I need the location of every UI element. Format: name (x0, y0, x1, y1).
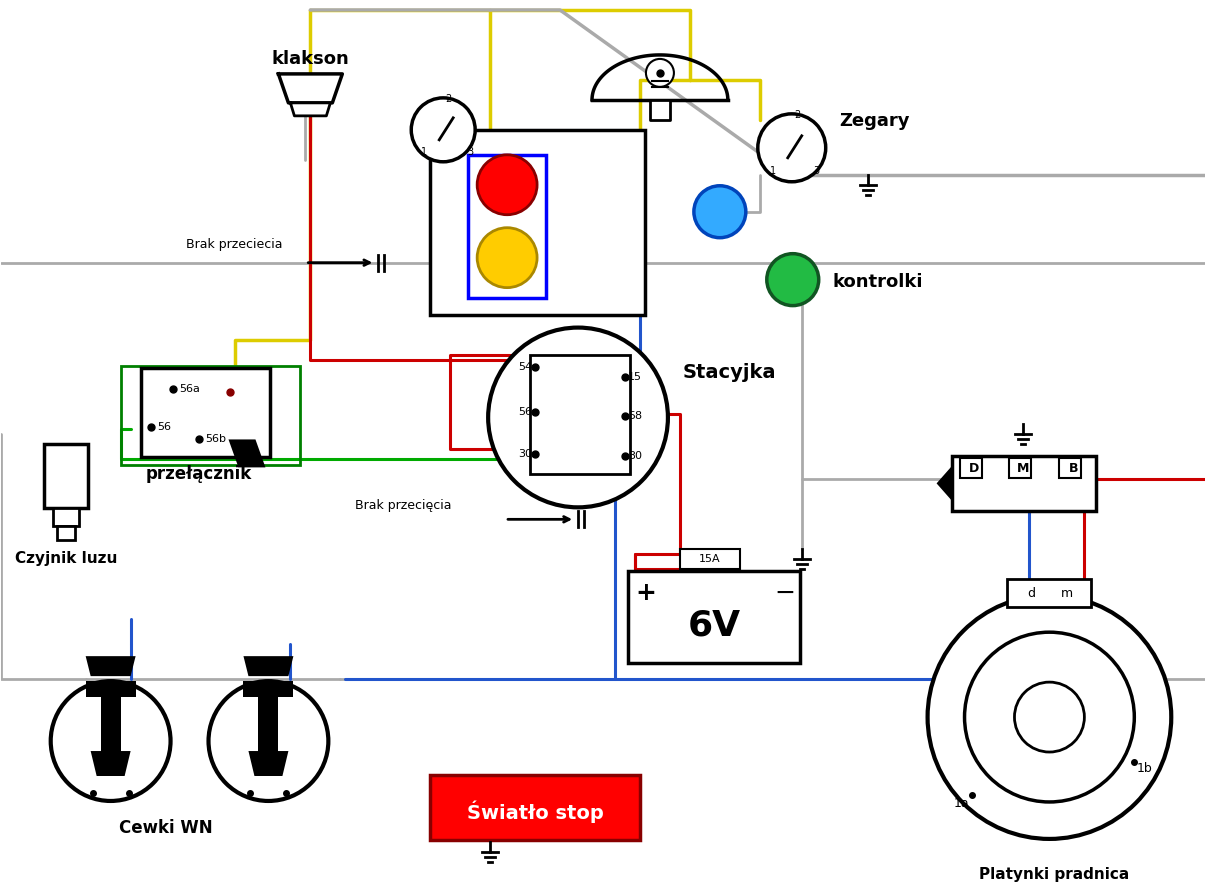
Circle shape (411, 97, 475, 162)
Circle shape (757, 114, 826, 182)
Text: Stacyjka: Stacyjka (683, 362, 777, 382)
Bar (43, 445, 88, 509)
Text: 54: 54 (517, 361, 532, 371)
Bar (141, 368, 270, 457)
Text: 58: 58 (628, 411, 642, 422)
Polygon shape (937, 466, 952, 501)
Text: m: m (1061, 587, 1073, 600)
Polygon shape (100, 697, 121, 756)
Polygon shape (90, 751, 130, 776)
Text: Cewki WN: Cewki WN (118, 819, 212, 837)
Bar (952, 456, 1096, 511)
Bar (531, 354, 630, 474)
Circle shape (478, 228, 537, 288)
Bar (680, 549, 739, 570)
Bar (960, 458, 982, 478)
Bar (53, 509, 78, 526)
Text: przełącznik: przełącznik (146, 465, 252, 484)
Text: d: d (1028, 587, 1036, 600)
Circle shape (488, 328, 668, 508)
Polygon shape (244, 657, 293, 676)
Text: klakson: klakson (271, 50, 350, 68)
Text: Brak przeciecia: Brak przeciecia (186, 237, 282, 251)
Text: Brak przecięcia: Brak przecięcia (356, 500, 452, 512)
Text: Światło stop: Światło stop (467, 801, 603, 823)
Text: 56: 56 (158, 423, 171, 432)
Text: D: D (968, 462, 978, 475)
Text: 56: 56 (519, 408, 532, 417)
Bar (1009, 458, 1031, 478)
Polygon shape (258, 697, 279, 756)
Bar (121, 366, 300, 465)
Text: 2: 2 (794, 110, 800, 120)
Text: M: M (1018, 462, 1030, 475)
Text: 2: 2 (445, 94, 451, 104)
Text: 30: 30 (628, 451, 642, 462)
Polygon shape (244, 681, 293, 697)
Bar (628, 571, 800, 663)
Text: 6V: 6V (687, 608, 740, 642)
Text: Czyjnik luzu: Czyjnik luzu (14, 551, 117, 566)
Polygon shape (291, 103, 330, 116)
Circle shape (693, 186, 745, 237)
Bar (431, 130, 645, 315)
Text: +: + (636, 581, 656, 605)
Polygon shape (279, 74, 343, 103)
Bar (1007, 579, 1091, 607)
Bar (57, 526, 75, 540)
Bar (431, 775, 640, 840)
Circle shape (767, 253, 819, 306)
Circle shape (927, 595, 1171, 839)
Text: −: − (774, 581, 795, 605)
Text: 30: 30 (519, 449, 532, 460)
Bar (1059, 458, 1082, 478)
Text: B: B (1069, 462, 1078, 475)
Text: 3: 3 (467, 147, 473, 157)
Circle shape (478, 155, 537, 214)
Circle shape (209, 681, 328, 801)
Polygon shape (650, 100, 669, 120)
Text: 1b: 1b (1136, 762, 1152, 775)
Polygon shape (248, 751, 288, 776)
Text: kontrolki: kontrolki (832, 273, 924, 291)
Circle shape (1014, 682, 1084, 752)
Text: 56a: 56a (180, 385, 200, 394)
Circle shape (51, 681, 170, 801)
Text: 1: 1 (769, 166, 775, 175)
Text: 15A: 15A (699, 555, 721, 564)
Circle shape (646, 59, 674, 87)
Text: 1a: 1a (954, 797, 970, 810)
Polygon shape (86, 657, 135, 676)
Polygon shape (86, 681, 135, 697)
Text: 15: 15 (628, 371, 642, 382)
Bar (468, 155, 546, 298)
Text: Platynki pradnica: Platynki pradnica (979, 867, 1130, 882)
Polygon shape (228, 439, 265, 468)
Text: 3: 3 (814, 166, 820, 175)
Text: 1: 1 (421, 147, 427, 157)
Circle shape (965, 633, 1135, 802)
Text: 56b: 56b (205, 434, 227, 445)
Text: Zegary: Zegary (839, 112, 911, 130)
